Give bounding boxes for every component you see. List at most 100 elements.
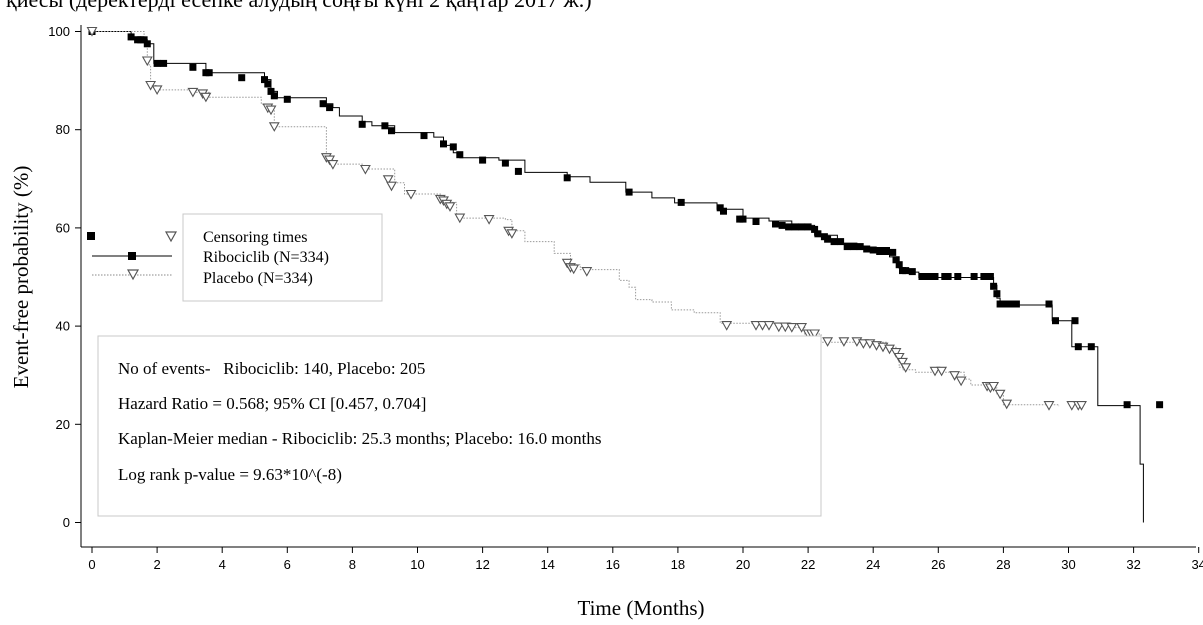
x-tick-label: 8 <box>349 557 356 572</box>
ribociclib-censor-marker <box>772 220 779 228</box>
ribociclib-censor-marker <box>1071 317 1079 325</box>
ribociclib-censor-marker <box>925 273 932 280</box>
ribociclib-censor-marker <box>895 261 903 269</box>
ribociclib-censor-marker <box>811 225 819 233</box>
placebo-censor-marker <box>949 371 961 381</box>
x-tick-label: 6 <box>284 557 291 572</box>
placebo-censor-marker <box>786 323 798 333</box>
ribociclib-censor-marker <box>1123 401 1131 409</box>
placebo-censor-marker <box>506 229 518 239</box>
ribociclib-censor-marker <box>869 246 877 254</box>
x-tick-label: 12 <box>475 557 489 572</box>
ribociclib-censor-marker <box>449 143 457 151</box>
x-tick-label: 24 <box>866 557 880 572</box>
placebo-censor-marker <box>1076 401 1087 411</box>
ribociclib-censor-marker <box>882 248 890 255</box>
x-tick-label: 0 <box>88 557 95 572</box>
placebo-censor-marker <box>796 323 808 333</box>
stats-hazard-ratio: Hazard Ratio = 0.568; 95% CI [0.457, 0.7… <box>118 394 426 413</box>
legend-censor-square-icon <box>87 232 95 240</box>
ribociclib-censor-marker <box>993 290 1001 298</box>
placebo-censor-marker <box>483 215 495 225</box>
ribociclib-censor-marker <box>778 221 786 229</box>
ribociclib-censor-marker <box>420 132 428 140</box>
ribociclib-censor-marker <box>791 223 799 231</box>
y-tick-label: 0 <box>63 515 70 530</box>
ribociclib-censor-marker <box>944 273 952 280</box>
ribociclib-censor-marker <box>1074 343 1082 351</box>
ribociclib-km-curve <box>92 31 1144 523</box>
placebo-censor-marker <box>444 202 456 212</box>
ribociclib-censor-marker <box>990 282 998 290</box>
placebo-censor-marker <box>454 213 466 224</box>
ribociclib-censor-marker <box>563 174 571 182</box>
placebo-censor-marker <box>382 175 394 185</box>
x-axis-title: Time (Months) <box>578 596 705 620</box>
ribociclib-censor-marker <box>908 268 916 276</box>
ribociclib-censor-marker <box>358 120 366 128</box>
ribociclib-censor-marker <box>326 104 334 112</box>
x-tick-label: 4 <box>219 557 226 572</box>
ribociclib-censor-marker <box>804 223 812 231</box>
ribociclib-censor-marker <box>830 238 838 246</box>
placebo-censor-marker <box>568 264 580 275</box>
ribociclib-censor-marker <box>1045 300 1053 308</box>
x-tick-label: 26 <box>931 557 945 572</box>
placebo-censor-marker <box>994 389 1006 400</box>
placebo-censor-marker <box>200 92 212 103</box>
ribociclib-censor-marker <box>1087 343 1095 351</box>
ribociclib-censor-marker <box>205 69 213 77</box>
ribociclib-censor-marker <box>837 238 845 246</box>
x-tick-label: 28 <box>996 557 1010 572</box>
placebo-censor-marker <box>822 337 834 347</box>
placebo-censor-marker <box>773 322 785 333</box>
placebo-censor-marker <box>86 26 98 37</box>
ribociclib-censor-marker <box>1012 300 1020 308</box>
placebo-censor-marker <box>893 352 905 363</box>
y-tick-label: 40 <box>56 319 70 334</box>
ribociclib-censor-marker <box>752 218 760 225</box>
y-axis-title: Event-free probability (%) <box>9 166 33 389</box>
placebo-censor-marker <box>151 85 163 96</box>
placebo-censor-marker <box>1001 399 1013 410</box>
x-tick-label: 34 <box>1191 557 1203 572</box>
y-tick-label: 100 <box>48 24 70 39</box>
ribociclib-censor-marker <box>456 151 464 159</box>
ribociclib-censor-marker <box>1052 317 1059 325</box>
placebo-censor-marker <box>757 321 768 331</box>
legend-box <box>182 213 383 302</box>
ribociclib-censor-marker <box>160 59 168 67</box>
ribociclib-censor-marker <box>814 230 822 238</box>
legend-censor-triangle-icon <box>164 231 178 243</box>
ribociclib-censor-marker <box>918 273 926 280</box>
ribociclib-censor-marker <box>267 87 275 95</box>
placebo-censor-marker <box>359 164 371 175</box>
ribociclib-censor-marker <box>863 245 871 253</box>
placebo-censor-marker <box>141 56 153 67</box>
ribociclib-censor-marker <box>153 59 161 67</box>
ribociclib-censor-marker <box>283 95 291 103</box>
ribociclib-censor-marker <box>501 159 509 167</box>
placebo-censor-marker <box>988 381 1000 392</box>
ribociclib-censor-marker <box>388 127 395 135</box>
placebo-censor-marker <box>187 87 199 98</box>
ribociclib-censor-marker <box>970 273 978 280</box>
placebo-censor-marker <box>405 189 417 200</box>
ribociclib-censor-marker <box>143 40 151 48</box>
ribociclib-censor-marker <box>798 223 806 231</box>
ribociclib-censor-marker <box>189 63 197 71</box>
x-tick-label: 16 <box>606 557 620 572</box>
placebo-censor-marker <box>809 329 821 340</box>
placebo-censor-marker <box>763 321 775 331</box>
placebo-censor-marker <box>1043 401 1055 411</box>
ribociclib-censor-marker <box>980 273 988 280</box>
placebo-censor-marker <box>929 366 941 377</box>
placebo-censor-marker <box>857 339 869 349</box>
stats-km-median: Kaplan-Meier median - Ribociclib: 25.3 m… <box>118 429 601 448</box>
ribociclib-censor-marker <box>1003 300 1011 308</box>
placebo-censor-marker <box>838 337 850 347</box>
ribociclib-censor-marker <box>892 256 900 264</box>
ribociclib-censor-marker <box>381 122 389 130</box>
ribociclib-censor-marker <box>1156 401 1164 409</box>
